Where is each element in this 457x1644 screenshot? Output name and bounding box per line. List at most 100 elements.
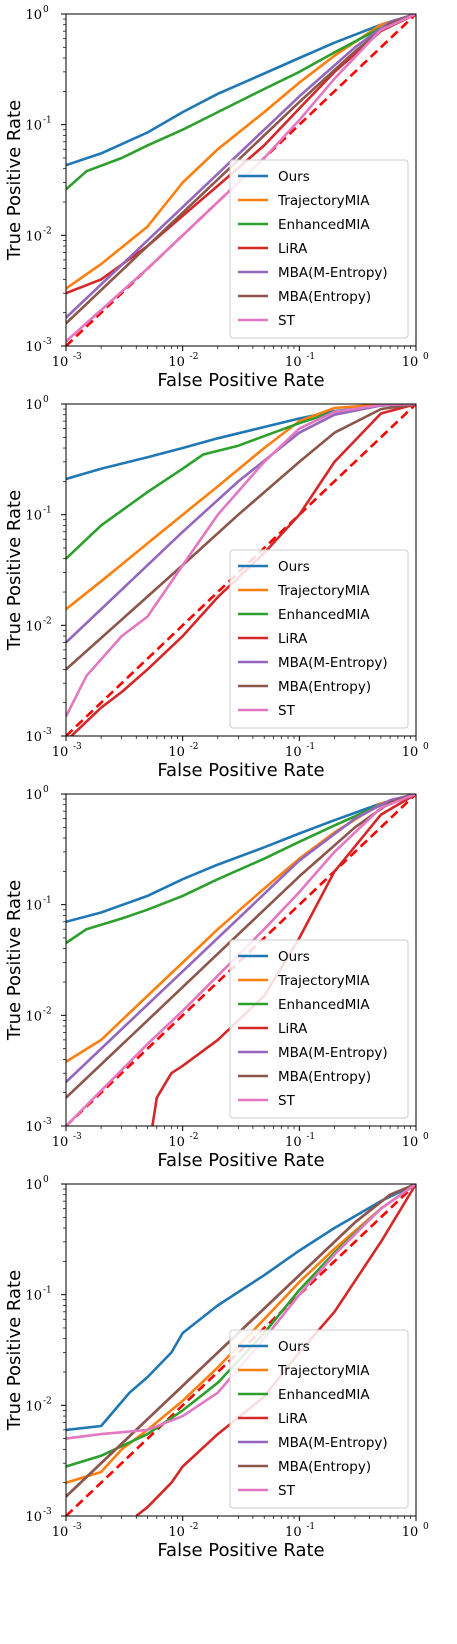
y-tick-label: 10 [25, 619, 42, 634]
legend-label-mba-m-entropy: MBA(M-Entropy) [278, 1045, 388, 1061]
y-axis-title: True Positive Rate [4, 1270, 25, 1431]
legend: Ours TrajectoryMIA EnhancedMIA LiRA MBA(M-En… [229, 159, 409, 339]
series-st-line [66, 14, 416, 343]
x-tick-label: 10 [52, 1135, 69, 1150]
legend-label-lira: LiRA [278, 241, 308, 257]
y-tick-exponent: -3 [43, 337, 52, 347]
x-tick-label: 10 [402, 745, 419, 760]
y-tick-label: 10 [25, 119, 42, 134]
x-tick-label: 10 [52, 1525, 69, 1540]
y-tick-exponent: -3 [43, 1507, 52, 1517]
legend-label-trajectorymia: TrajectoryMIA [277, 583, 370, 599]
x-tick-exponent: -2 [190, 352, 199, 362]
legend-label-mba-m-entropy: MBA(M-Entropy) [278, 1435, 388, 1451]
y-tick-label: 10 [25, 229, 42, 244]
x-tick-exponent: -1 [306, 352, 315, 362]
legend-label-enhancedmia: EnhancedMIA [278, 607, 370, 623]
axes-frame [65, 793, 417, 1127]
x-tick-label: 10 [52, 355, 69, 370]
legend-box [229, 1329, 409, 1509]
x-tick-exponent: -3 [73, 1132, 82, 1142]
legend-label-st: ST [278, 313, 296, 329]
y-tick-exponent: -1 [43, 116, 52, 126]
x-tick-label: 10 [402, 355, 419, 370]
legend-label-lira: LiRA [278, 631, 308, 647]
series-st-line [66, 404, 416, 718]
x-tick-exponent: 0 [423, 1132, 429, 1142]
legend-label-st: ST [278, 1093, 296, 1109]
x-tick-exponent: -3 [73, 352, 82, 362]
y-tick-exponent: -2 [43, 1396, 52, 1406]
x-axis-title: False Positive Rate [157, 370, 324, 391]
y-tick-label: 10 [25, 788, 42, 803]
y-tick-exponent: -3 [43, 727, 52, 737]
legend-label-st: ST [278, 703, 296, 719]
y-axis-title: True Positive Rate [4, 490, 25, 651]
y-tick-label: 10 [25, 730, 42, 745]
series-mba-m-entropy-line [66, 14, 416, 319]
legend: Ours TrajectoryMIA EnhancedMIA LiRA MBA(M-En… [229, 1329, 409, 1509]
y-tick-label: 10 [25, 340, 42, 355]
legend-label-lira: LiRA [278, 1021, 308, 1037]
axes-frame [65, 13, 417, 347]
series-trajectorymia-line [66, 404, 416, 611]
series-mba-m-entropy-line [66, 794, 416, 1083]
y-tick-exponent: 0 [43, 395, 49, 405]
x-tick-exponent: -1 [306, 1522, 315, 1532]
legend-label-enhancedmia: EnhancedMIA [278, 217, 370, 233]
axes-frame [65, 403, 417, 737]
legend-label-mba-entropy: MBA(Entropy) [278, 679, 371, 695]
legend-label-ours: Ours [278, 1339, 310, 1355]
series-trajectorymia-line [66, 1184, 416, 1484]
legend-label-ours: Ours [278, 559, 310, 575]
y-tick-label: 10 [25, 1178, 42, 1193]
x-tick-exponent: -2 [190, 1132, 199, 1142]
x-tick-exponent: 0 [423, 1522, 429, 1532]
legend-label-ours: Ours [278, 169, 310, 185]
series-enhancedmia-line [66, 404, 416, 560]
x-tick-label: 10 [168, 1525, 185, 1540]
x-tick-label: 10 [168, 1135, 185, 1150]
y-tick-label: 10 [25, 509, 42, 524]
y-tick-exponent: -2 [43, 616, 52, 626]
y-tick-exponent: -2 [43, 1006, 52, 1016]
x-tick-exponent: -1 [306, 1132, 315, 1142]
legend-box [229, 549, 409, 729]
legend-label-enhancedmia: EnhancedMIA [278, 1387, 370, 1403]
y-axis-title: True Positive Rate [4, 100, 25, 261]
x-axis-title: False Positive Rate [157, 1150, 324, 1171]
y-tick-exponent: -1 [43, 1286, 52, 1296]
y-tick-exponent: 0 [43, 5, 49, 15]
x-axis-title: False Positive Rate [157, 1540, 324, 1561]
series-ours-line [66, 794, 416, 924]
y-tick-exponent: -3 [43, 1117, 52, 1127]
legend-label-enhancedmia: EnhancedMIA [278, 997, 370, 1013]
x-tick-exponent: -2 [190, 742, 199, 752]
x-tick-exponent: -3 [73, 742, 82, 752]
y-tick-exponent: -1 [43, 896, 52, 906]
x-tick-label: 10 [285, 1525, 302, 1540]
legend-label-mba-entropy: MBA(Entropy) [278, 289, 371, 305]
legend-box [229, 159, 409, 339]
legend: Ours TrajectoryMIA EnhancedMIA LiRA MBA(M-En… [229, 549, 409, 729]
y-tick-exponent: 0 [43, 785, 49, 795]
series-mba-entropy-line [66, 1184, 416, 1498]
y-tick-label: 10 [25, 899, 42, 914]
y-axis-title: True Positive Rate [4, 880, 25, 1041]
series-mba-entropy-line [66, 14, 416, 325]
x-tick-label: 10 [168, 355, 185, 370]
x-tick-exponent: 0 [423, 742, 429, 752]
y-tick-label: 10 [25, 1009, 42, 1024]
x-tick-label: 10 [285, 745, 302, 760]
x-tick-exponent: 0 [423, 352, 429, 362]
x-tick-label: 10 [402, 1525, 419, 1540]
legend-label-ours: Ours [278, 949, 310, 965]
y-tick-label: 10 [25, 1289, 42, 1304]
series-ours-line [66, 1184, 416, 1432]
y-tick-label: 10 [25, 1399, 42, 1414]
series-enhancedmia-line [66, 794, 416, 945]
axes-frame [65, 1183, 417, 1517]
